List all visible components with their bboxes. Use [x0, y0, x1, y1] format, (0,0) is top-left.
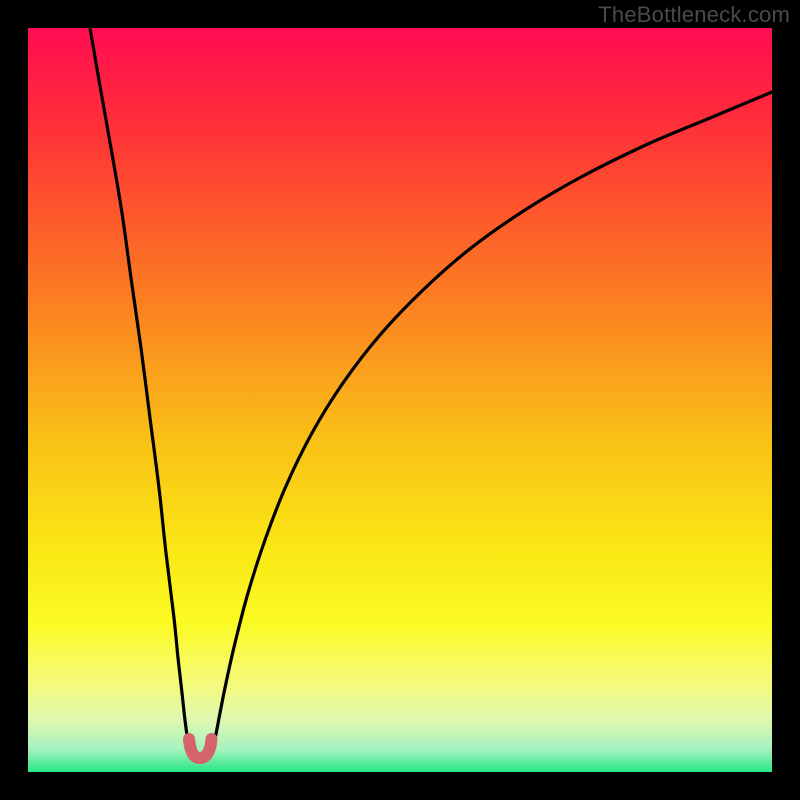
bottleneck-curve-right — [213, 92, 772, 746]
bottleneck-curve-left — [90, 28, 189, 746]
curve-minimum-marker — [189, 739, 212, 758]
curve-layer — [28, 28, 772, 772]
watermark: TheBottleneck.com — [598, 2, 790, 28]
plot-area — [28, 28, 772, 772]
